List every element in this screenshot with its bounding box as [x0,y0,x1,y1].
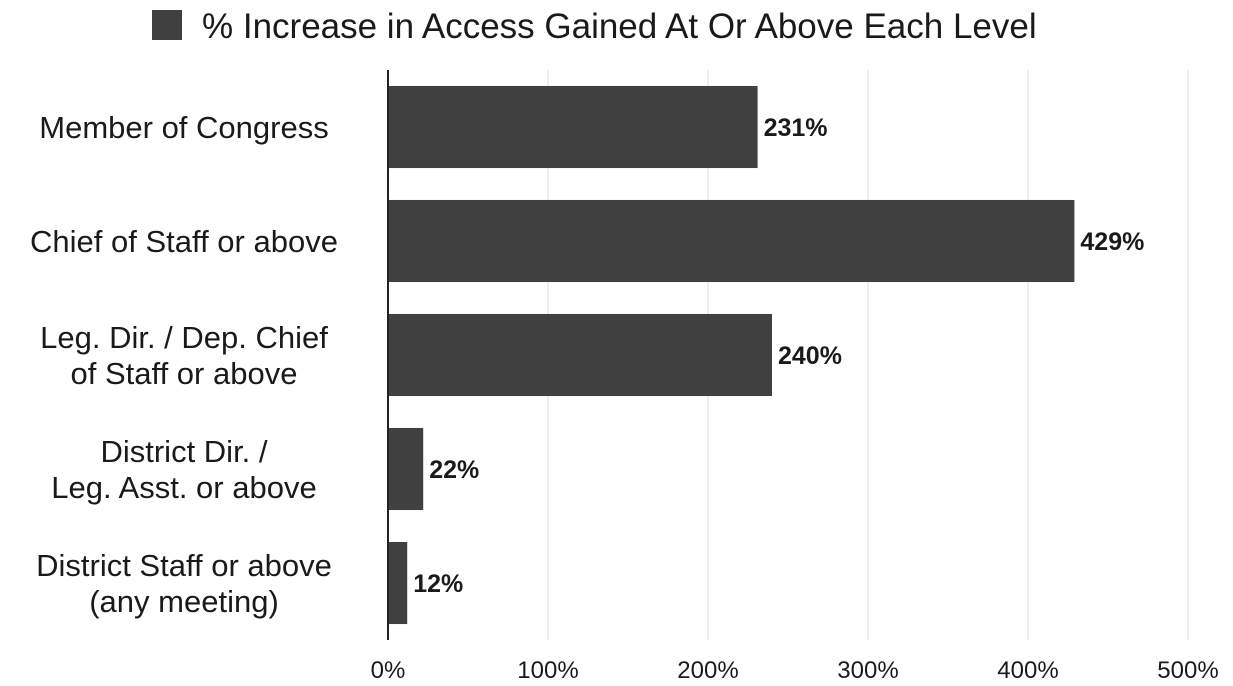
value-label-3: 22% [429,456,479,484]
category-label-3-line-1: Leg. Asst. or above [51,470,316,505]
category-label-3: District Dir. / Leg. Asst. or above [51,434,316,505]
x-tick-label-3: 300% [837,657,898,684]
category-label-1: Chief of Staff or above [30,224,338,259]
category-label-0-line-0: Member of Congress [39,110,328,145]
legend: % Increase in Access Gained At Or Above … [152,7,1037,46]
bar-4 [388,541,408,625]
category-label-1-line-0: Chief of Staff or above [30,224,338,259]
x-axis-tick-labels: 0% 100% 200% 300% 400% 500% [371,657,1219,684]
value-label-0: 231% [764,114,828,142]
category-label-4-line-0: District Staff or above [36,548,332,583]
bar-1 [388,199,1075,283]
category-label-4: District Staff or above (any meeting) [36,548,332,619]
category-label-2-line-1: of Staff or above [71,356,298,391]
x-tick-label-4: 400% [997,657,1058,684]
bar-0 [388,85,758,169]
bar-2 [388,313,772,397]
x-tick-label-2: 200% [677,657,738,684]
legend-label: % Increase in Access Gained At Or Above … [202,7,1037,46]
category-label-4-line-1: (any meeting) [89,584,279,619]
bar-3 [388,427,424,511]
x-tick-label-1: 100% [517,657,578,684]
legend-swatch [152,10,182,40]
x-tick-label-5: 500% [1157,657,1218,684]
value-label-2: 240% [778,342,842,370]
x-tick-label-0: 0% [371,657,406,684]
category-labels: Member of Congress Chief of Staff or abov… [30,110,338,619]
value-label-1: 429% [1080,228,1144,256]
value-labels: 231% 429% 240% 22% 12% [413,114,1144,598]
value-label-4: 12% [413,570,463,598]
category-label-2: Leg. Dir. / Dep. Chief of Staff or above [40,320,328,391]
category-label-0: Member of Congress [39,110,328,145]
bars [388,85,1075,625]
category-label-2-line-0: Leg. Dir. / Dep. Chief [40,320,328,355]
category-label-3-line-0: District Dir. / [100,434,267,469]
